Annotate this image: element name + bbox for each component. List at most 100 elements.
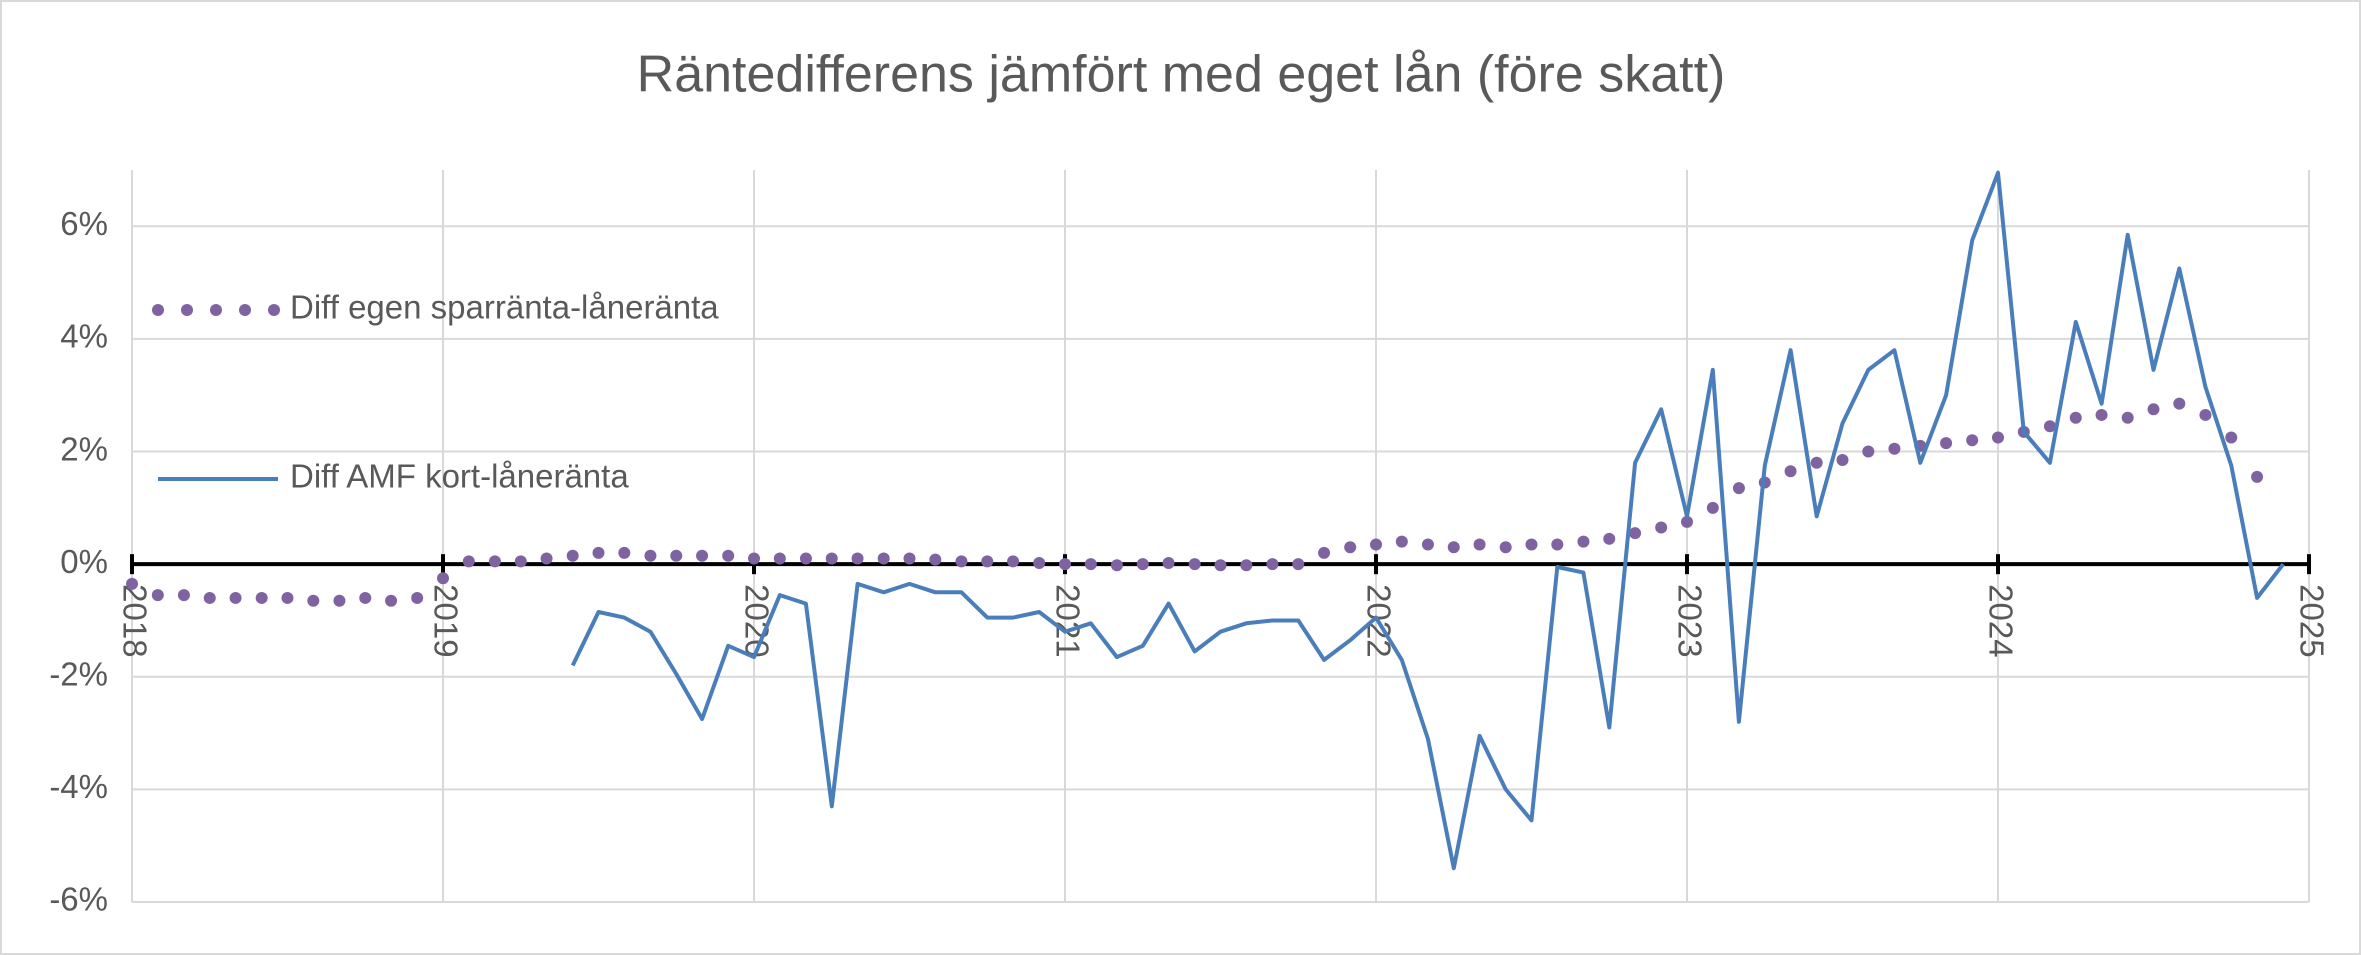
legend-swatch	[152, 304, 164, 316]
data-point	[1888, 442, 1901, 455]
data-point	[1629, 527, 1642, 540]
y-tick-label: 2%	[60, 430, 108, 467]
data-point	[1966, 434, 1979, 447]
legend-swatch	[210, 304, 222, 316]
data-point	[514, 555, 527, 568]
legend-swatch	[239, 304, 251, 316]
data-point	[2173, 397, 2186, 410]
y-tick-label: 0%	[60, 543, 108, 580]
data-point	[1318, 546, 1331, 559]
data-point	[1033, 557, 1046, 570]
data-point	[748, 552, 760, 565]
data-point	[411, 591, 424, 604]
data-point	[1136, 558, 1149, 571]
data-point	[1421, 538, 1434, 551]
data-point	[151, 589, 164, 602]
legend-swatch	[268, 304, 280, 316]
data-point	[1473, 538, 1486, 551]
data-point	[929, 553, 942, 566]
data-point	[1732, 482, 1745, 495]
y-tick-label: -4%	[49, 768, 108, 805]
x-tick-label: 2018	[116, 584, 153, 657]
data-point	[1292, 558, 1305, 571]
data-point	[1655, 521, 1668, 534]
data-point	[955, 555, 968, 568]
data-point	[1525, 538, 1538, 551]
data-point	[2199, 408, 2212, 421]
data-point	[1059, 558, 1071, 571]
data-point	[618, 546, 631, 559]
legend-label: Diff egen sparränta-låneränta	[290, 289, 719, 326]
data-point	[696, 549, 709, 562]
data-point	[2043, 420, 2056, 433]
data-point	[1862, 445, 1875, 458]
data-point	[2069, 411, 2082, 424]
x-tick-label: 2025	[2293, 584, 2330, 657]
data-point	[1162, 557, 1175, 570]
x-tick-label: 2019	[427, 584, 464, 657]
data-point	[1603, 532, 1616, 545]
data-point	[203, 591, 216, 604]
data-point	[229, 591, 242, 604]
data-point	[488, 555, 501, 568]
data-point	[2121, 411, 2134, 424]
y-tick-label: -6%	[49, 881, 108, 918]
data-point	[1370, 538, 1382, 551]
data-point	[1447, 541, 1460, 554]
data-point	[333, 594, 346, 607]
data-point	[1940, 437, 1953, 450]
data-point	[540, 552, 553, 565]
data-point	[1810, 456, 1823, 469]
data-line	[570, 170, 2285, 871]
data-point	[851, 552, 864, 565]
data-point	[1110, 559, 1123, 572]
data-point	[359, 591, 372, 604]
data-point	[773, 552, 786, 565]
x-tick-label: 2024	[1982, 584, 2019, 657]
data-point	[722, 549, 735, 562]
data-point	[825, 552, 838, 565]
data-point	[1706, 501, 1719, 514]
data-point	[981, 555, 994, 568]
y-tick-label: 4%	[60, 318, 108, 355]
x-tick-label: 2021	[1049, 584, 1086, 657]
data-point	[670, 549, 683, 562]
y-tick-label: -2%	[49, 655, 108, 692]
data-point	[255, 591, 268, 604]
data-point	[126, 577, 138, 590]
data-point	[799, 552, 812, 565]
data-point	[1344, 541, 1357, 554]
data-point	[1992, 431, 2004, 444]
data-point	[644, 549, 657, 562]
data-point	[437, 572, 449, 585]
data-point	[877, 552, 890, 565]
data-point	[1007, 555, 1020, 568]
legend-label: Diff AMF kort-låneränta	[290, 458, 629, 495]
data-point	[2225, 431, 2238, 444]
data-point	[592, 546, 605, 559]
data-point	[1836, 453, 1849, 466]
data-point	[2251, 470, 2264, 483]
data-point	[1084, 558, 1097, 571]
data-point	[1214, 559, 1227, 572]
data-point	[1188, 558, 1201, 571]
data-point	[385, 594, 398, 607]
data-point	[462, 555, 475, 568]
data-point	[1240, 559, 1253, 572]
data-point	[566, 549, 579, 562]
chart-title: Räntedifferens jämfört med eget lån (för…	[637, 46, 1726, 104]
data-point	[1266, 558, 1279, 571]
data-point	[1551, 538, 1564, 551]
y-tick-label: 6%	[60, 205, 108, 242]
x-tick-label: 2023	[1671, 584, 1708, 657]
legend-swatch	[181, 304, 193, 316]
data-point	[2147, 403, 2160, 416]
data-point	[1784, 465, 1797, 478]
data-point	[1499, 541, 1512, 554]
data-point	[177, 589, 190, 602]
data-point	[2095, 408, 2108, 421]
data-point	[1681, 515, 1693, 528]
data-point	[307, 594, 320, 607]
